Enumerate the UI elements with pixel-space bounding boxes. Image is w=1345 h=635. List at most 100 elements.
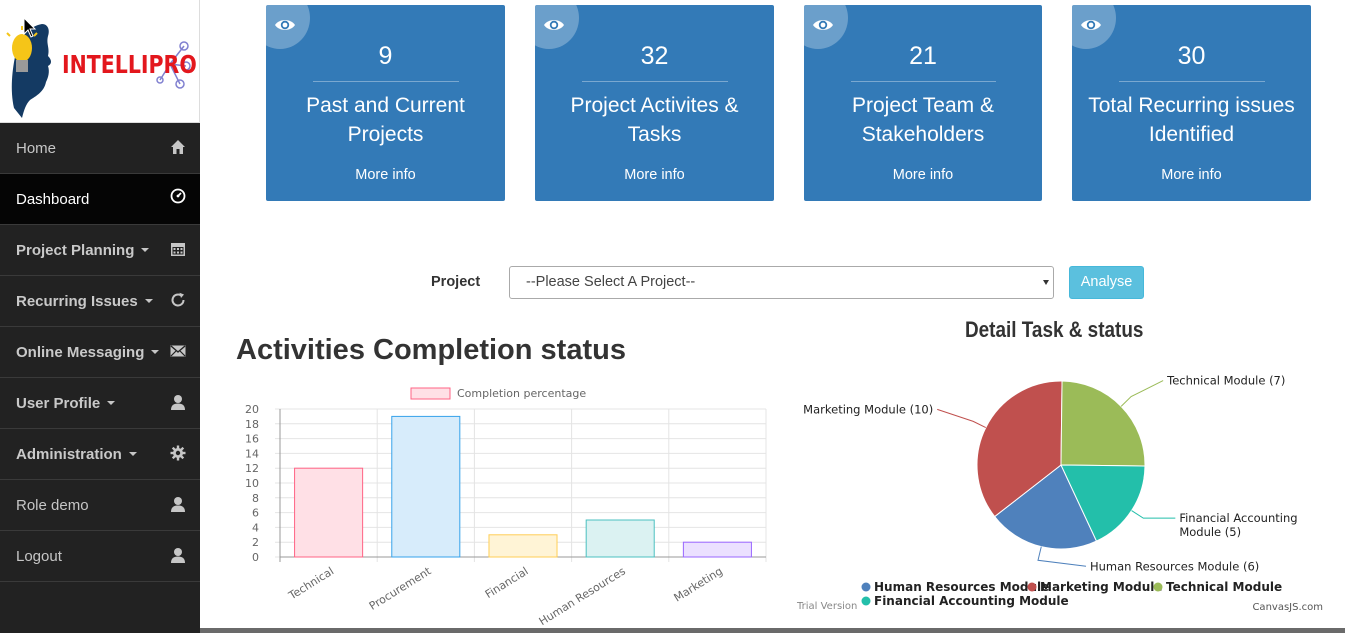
sidebar-item-label: Administration: [16, 445, 122, 463]
sidebar-item-project-planning[interactable]: Project Planning: [0, 225, 200, 276]
legend-swatch: [410, 387, 451, 400]
sidebar-item-label: Dashboard: [16, 190, 90, 208]
sidebar-item-dashboard[interactable]: Dashboard: [0, 174, 200, 225]
project-label: Project: [431, 274, 481, 290]
stat-card-recurring[interactable]: 30 Total Recurring issues Identified Mor…: [1072, 5, 1311, 201]
envelope-icon: [170, 345, 186, 357]
bar-marketing: [682, 541, 752, 558]
user-icon: [171, 548, 185, 563]
user-icon: [171, 395, 185, 410]
sidebar-item-user-profile[interactable]: User Profile: [0, 378, 200, 429]
y-tick-label: 20: [245, 403, 259, 416]
y-tick-label: 0: [252, 551, 259, 564]
y-tick-label: 10: [245, 477, 259, 490]
home-icon: [171, 140, 185, 154]
x-tick-label: Financial: [483, 565, 531, 602]
pie-chart-title: Detail Task & status: [965, 317, 1144, 342]
more-info-link[interactable]: More info: [1161, 167, 1222, 183]
chevron-down-icon: [141, 248, 150, 252]
pie-label: Technical Module (7): [1166, 374, 1285, 388]
sidebar-item-label: Online Messaging: [16, 343, 145, 361]
logo-head-icon: [6, 16, 191, 118]
stat-card-team[interactable]: 21 Project Team & Stakeholders More info: [804, 5, 1042, 201]
eye-icon: [275, 20, 295, 30]
bar-human-resources: [585, 519, 655, 558]
watermark-left: Trial Version: [796, 601, 857, 612]
pie-slice-financial-accounting-module: [1060, 464, 1146, 542]
chevron-down-icon: [151, 350, 160, 354]
bar-procurement: [391, 415, 461, 558]
stat-label: Project Activites & Tasks: [570, 94, 739, 146]
legend-item: Marketing Module: [1040, 580, 1162, 594]
stat-card-activities[interactable]: 32 Project Activites & Tasks More info: [535, 5, 774, 201]
legend-item: Human Resources Module: [874, 580, 1049, 594]
user-icon: [171, 497, 185, 512]
more-info-link[interactable]: More info: [624, 167, 685, 183]
analyse-button[interactable]: Analyse: [1069, 266, 1144, 299]
legend-marker: [861, 596, 871, 606]
stat-count: 9: [378, 42, 393, 70]
stat-card-projects[interactable]: 9 Past and Current Projects More info: [266, 5, 505, 201]
y-tick-label: 16: [245, 433, 259, 446]
y-tick-label: 2: [252, 536, 259, 549]
chevron-down-icon: [144, 299, 153, 303]
sidebar: INTELLIPRO Home Dashboard Project Planni…: [0, 0, 200, 633]
sidebar-item-label: Project Planning: [16, 241, 135, 259]
sidebar-item-label: Recurring Issues: [16, 292, 138, 310]
stat-count: 21: [909, 42, 937, 70]
stat-count: 32: [640, 42, 669, 70]
legend-marker: [1027, 582, 1037, 592]
pie-label: Marketing Module (10): [803, 402, 933, 416]
stat-label: Total Recurring issues Identified: [1088, 94, 1295, 146]
project-select-value: --Please Select A Project--: [526, 274, 696, 290]
pie-chart: Human Resources Module (6) Marketing Modu…: [796, 374, 1323, 613]
watermark-right: CanvasJS.com: [1252, 602, 1323, 613]
y-tick-label: 18: [245, 418, 259, 431]
eye-icon: [1081, 20, 1101, 30]
brand-logo[interactable]: INTELLIPRO: [0, 0, 200, 123]
bar-technical: [294, 467, 364, 558]
pie-slice-human-resources-module: [993, 464, 1098, 550]
pie-label: Financial Accounting: [1179, 511, 1297, 525]
stat-label: Project Team & Stakeholders: [851, 94, 994, 146]
pie-slice-marketing-module: [976, 380, 1063, 518]
x-tick-label: Human Resources: [537, 564, 628, 628]
stat-label: Past and Current Projects: [306, 94, 465, 146]
sidebar-item-online-messaging[interactable]: Online Messaging: [0, 327, 200, 378]
eye-icon: [813, 20, 833, 30]
sidebar-item-label: Home: [16, 139, 57, 157]
y-tick-label: 6: [252, 507, 259, 520]
sidebar-item-logout[interactable]: Logout: [0, 531, 200, 582]
stat-count: 30: [1177, 42, 1206, 70]
legend-item: Technical Module: [1166, 580, 1282, 594]
taskbar: [200, 628, 1345, 633]
dashboard-icon: [170, 188, 186, 204]
chevron-down-icon: [1043, 280, 1049, 285]
x-tick-label: Procurement: [367, 564, 434, 613]
x-tick-label: Marketing: [672, 565, 725, 605]
refresh-icon: [171, 292, 185, 307]
gear-icon: [170, 445, 186, 461]
sidebar-item-home[interactable]: Home: [0, 123, 200, 174]
more-info-link[interactable]: More info: [355, 167, 416, 183]
legend-marker: [861, 582, 871, 592]
calendar-icon: [171, 243, 185, 256]
sidebar-item-administration[interactable]: Administration: [0, 429, 200, 480]
bar-financial: [488, 534, 558, 558]
sidebar-item-label: Role demo: [16, 496, 89, 514]
bar-chart-title: Activities Completion status: [236, 334, 626, 366]
legend-marker: [1153, 582, 1163, 592]
legend-label: Completion percentage: [457, 387, 586, 400]
sidebar-item-recurring-issues[interactable]: Recurring Issues: [0, 276, 200, 327]
legend-item: Financial Accounting Module: [874, 594, 1069, 608]
x-tick-label: Technical: [286, 565, 337, 603]
more-info-link[interactable]: More info: [892, 167, 954, 183]
pie-label-line: [1037, 546, 1087, 567]
pie-label-line: [1120, 380, 1164, 407]
y-tick-label: 4: [252, 521, 259, 534]
pie-label-line: [937, 408, 987, 429]
pie-label: Human Resources Module (6): [1090, 559, 1259, 573]
project-select[interactable]: --Please Select A Project--: [509, 266, 1054, 299]
sidebar-item-role-demo[interactable]: Role demo: [0, 480, 200, 531]
